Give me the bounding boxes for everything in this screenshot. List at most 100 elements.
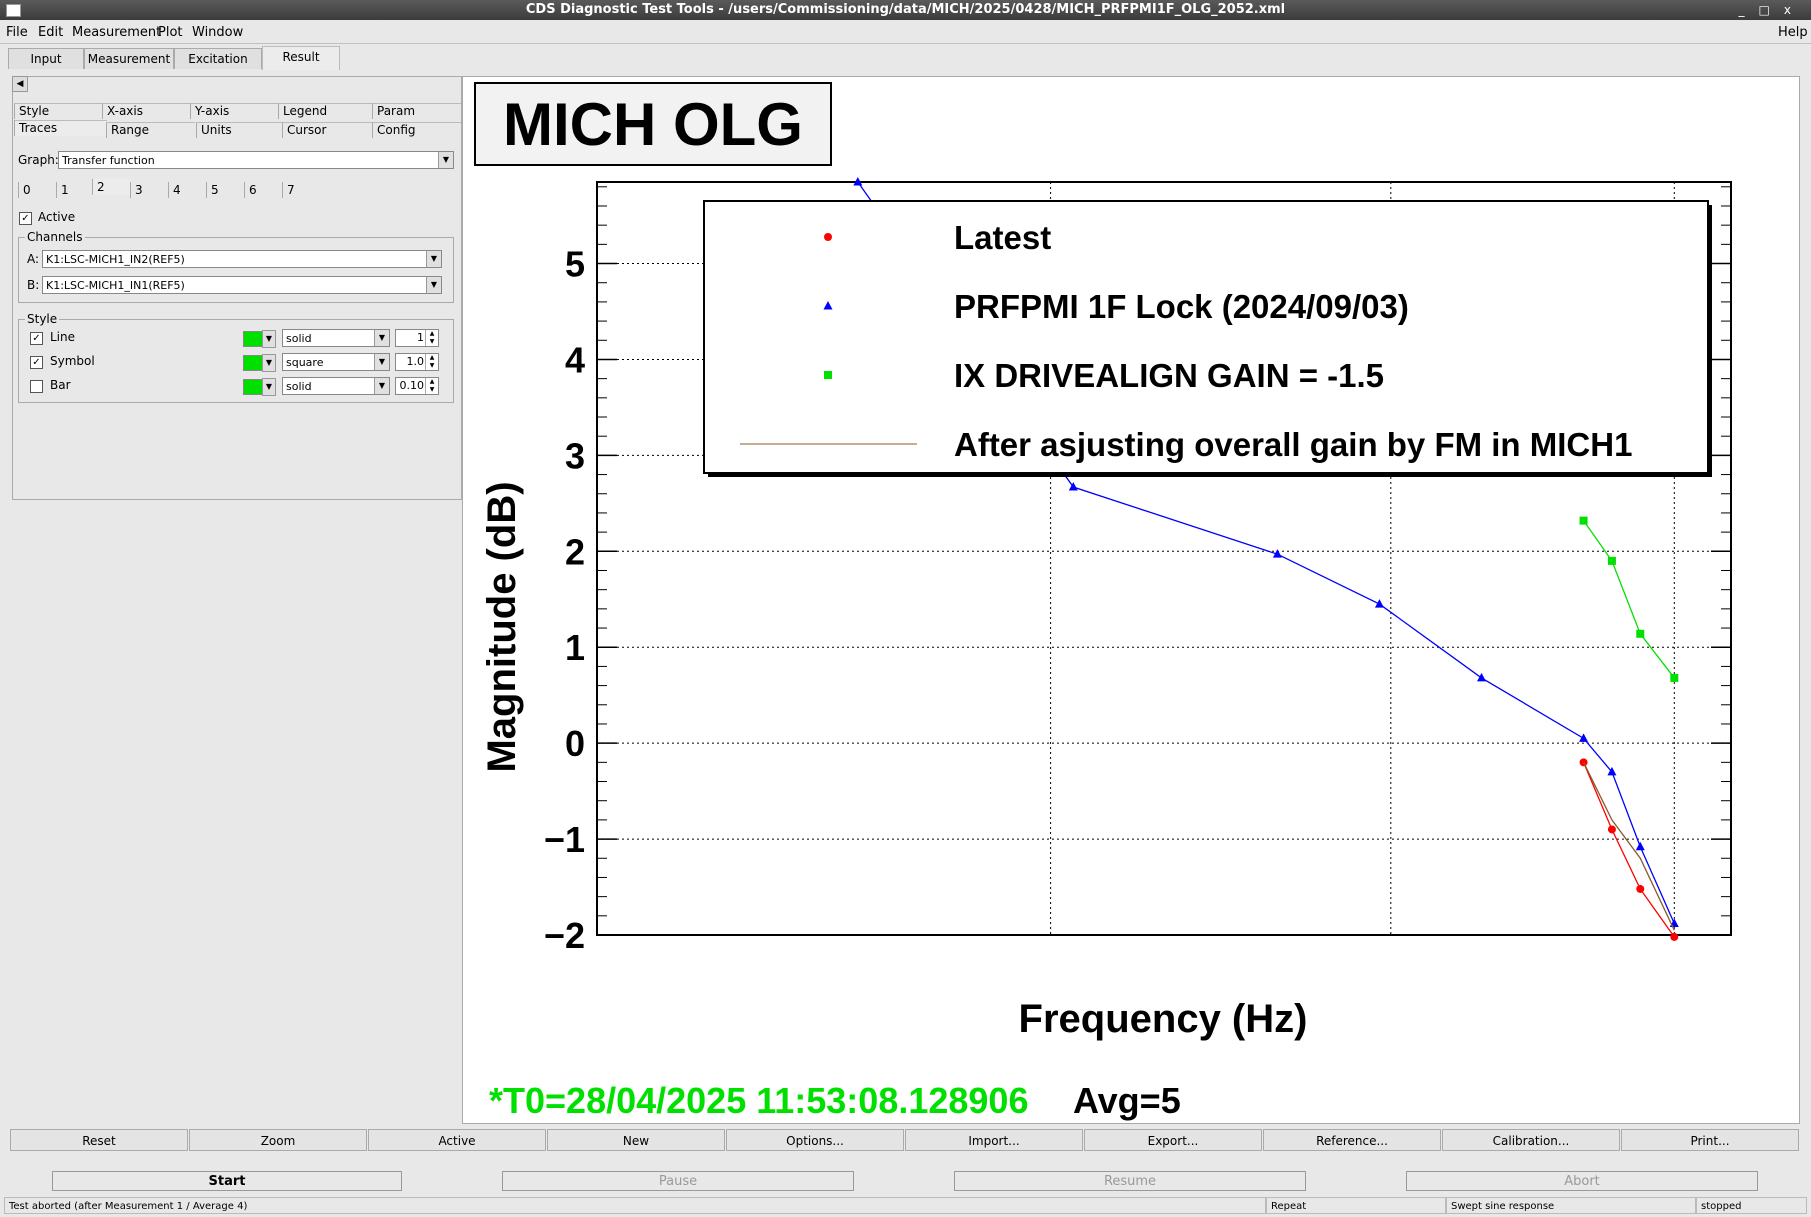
bar-type-select[interactable]: solid ▼ [282,377,390,395]
trace-tab-6[interactable]: 6 [244,182,281,198]
menu-bar: File Edit Measurement Plot Window Help [0,23,1811,44]
style-group: Style [18,312,454,403]
collapse-arrow-button[interactable]: ◀ [12,76,28,92]
import-button[interactable]: Import... [905,1129,1083,1151]
trace-tab-1[interactable]: 1 [56,182,93,198]
chevron-down-icon[interactable]: ▼ [374,378,389,394]
menu-measurement[interactable]: Measurement [72,25,162,40]
menu-plot[interactable]: Plot [158,25,183,40]
tab-excitation[interactable]: Excitation [174,48,262,69]
legend-label-2: IX DRIVEALIGN GAIN = -1.5 [954,357,1384,394]
active-checkbox[interactable]: ✓ [19,212,32,225]
symbol-type-select[interactable]: square ▼ [282,353,390,371]
tab-input[interactable]: Input [8,48,84,69]
data-point-2-1 [1607,556,1616,565]
chevron-down-icon[interactable]: ▼ [262,330,276,348]
window-controls[interactable]: _□x [1739,0,1805,20]
y-tick-label-2: 3 [565,435,585,476]
new-button[interactable]: New [547,1129,725,1151]
calibration-button[interactable]: Calibration... [1442,1129,1620,1151]
y-tick-label-7: −2 [544,915,585,956]
chevron-down-icon[interactable]: ▼ [262,354,276,372]
tab-range[interactable]: Range [106,122,195,138]
tab-legend[interactable]: Legend [278,103,373,119]
spin-arrows-icon[interactable]: ▲ ▼ [425,354,438,370]
chevron-down-icon[interactable]: ▼ [262,378,276,396]
channel-a-label: A: [27,252,40,266]
zoom-button[interactable]: Zoom [189,1129,367,1151]
menu-edit[interactable]: Edit [38,25,64,40]
reset-button[interactable]: Reset [10,1129,188,1151]
graph-select[interactable]: Transfer function ▼ [58,151,454,169]
legend: Latest PRFPMI 1F Lock (2024/09/03) IX DRIV… [740,219,1632,463]
trace-tab-7[interactable]: 7 [282,182,319,198]
trace-tab-3[interactable]: 3 [130,182,167,198]
close-icon[interactable]: x [1783,3,1805,17]
data-point-1-0 [853,177,863,186]
symbol-size-spinner[interactable]: 1.0 ▲ ▼ [395,353,439,371]
chevron-down-icon[interactable]: ▼ [374,330,389,346]
tab-style[interactable]: Style [14,103,103,119]
data-point-2-0 [1579,516,1588,525]
abort-button[interactable]: Abort [1406,1171,1758,1191]
channel-a-select[interactable]: K1:LSC-MICH1_IN2(REF5) ▼ [42,250,442,268]
tab-config[interactable]: Config [372,122,461,138]
spin-arrows-icon[interactable]: ▲ ▼ [425,330,438,346]
symbol-color-swatch[interactable] [243,355,263,371]
tab-result[interactable]: Result [262,46,340,70]
chevron-down-icon[interactable]: ▼ [438,152,453,168]
line-type-select[interactable]: solid ▼ [282,329,390,347]
axes-frame [596,181,1732,936]
tab-param[interactable]: Param [372,103,461,119]
options-button[interactable]: Options... [726,1129,904,1151]
spin-arrows-icon[interactable]: ▲ ▼ [425,378,438,394]
tab-cursor[interactable]: Cursor [282,122,375,138]
tab-y-axis[interactable]: Y-axis [190,103,279,119]
chevron-down-icon[interactable]: ▼ [374,354,389,370]
status-mode: Swept sine response [1446,1197,1696,1214]
tab-measurement[interactable]: Measurement [84,48,174,69]
trace-tab-5[interactable]: 5 [206,182,243,198]
bar-checkbox[interactable] [30,380,43,393]
line-color-swatch[interactable] [243,331,263,347]
t0-timestamp: *T0=28/04/2025 11:53:08.128906 [489,1080,1028,1121]
pause-button[interactable]: Pause [502,1171,854,1191]
y-tick-label-0: 5 [565,244,585,285]
line-checkbox[interactable]: ✓ [30,332,43,345]
plot-area[interactable]: MICH OLG 5 4 3 2 1 0 −1 −2 Magnitude (dB) Frequ… [462,76,1800,1124]
y-tick-label-1: 4 [565,339,585,380]
chevron-down-icon[interactable]: ▼ [426,251,441,267]
line-label: Line [50,330,76,344]
trace-tab-2[interactable]: 2 [92,179,131,195]
menu-file[interactable]: File [6,25,28,40]
series-1 [853,177,1679,927]
trace-tab-4[interactable]: 4 [168,182,205,198]
channel-a-value: K1:LSC-MICH1_IN2(REF5) [46,253,185,266]
status-state: stopped [1696,1197,1807,1214]
minimize-icon[interactable]: _ [1738,3,1759,17]
y-tick-labels: 5 4 3 2 1 0 −1 −2 [544,244,585,956]
menu-help[interactable]: Help [1778,25,1808,40]
tab-traces[interactable]: Traces [14,120,107,136]
data-point-1-5 [1579,733,1589,742]
line-width-spinner[interactable]: 1 ▲ ▼ [395,329,439,347]
x-axis-label: Frequency (Hz) [1019,997,1308,1041]
start-button[interactable]: Start [52,1171,402,1191]
resume-button[interactable]: Resume [954,1171,1306,1191]
chevron-down-icon[interactable]: ▼ [426,277,441,293]
tab-x-axis[interactable]: X-axis [102,103,191,119]
channel-b-select[interactable]: K1:LSC-MICH1_IN1(REF5) ▼ [42,276,442,294]
symbol-checkbox[interactable]: ✓ [30,356,43,369]
tab-units[interactable]: Units [196,122,285,138]
data-point-0-1 [1607,825,1616,834]
print-button[interactable]: Print... [1621,1129,1799,1151]
active-button[interactable]: Active [368,1129,546,1151]
export-button[interactable]: Export... [1084,1129,1262,1151]
symbol-label: Symbol [50,354,95,368]
menu-window[interactable]: Window [192,25,244,40]
reference-button[interactable]: Reference... [1263,1129,1441,1151]
bar-color-swatch[interactable] [243,379,263,395]
maximize-icon[interactable]: □ [1758,3,1784,17]
trace-tab-0[interactable]: 0 [18,182,55,198]
bar-width-spinner[interactable]: 0.10 ▲ ▼ [395,377,439,395]
